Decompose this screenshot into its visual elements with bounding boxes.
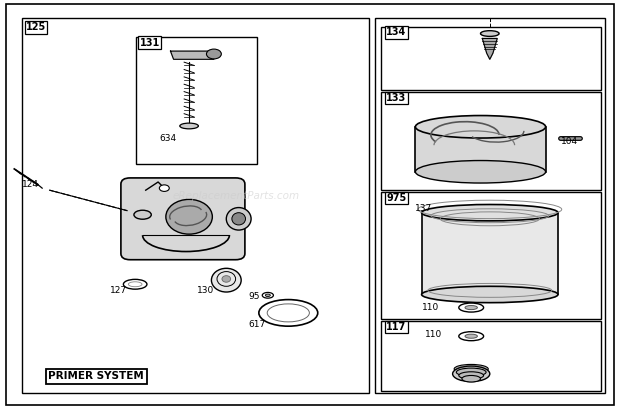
Ellipse shape <box>459 372 484 379</box>
Text: eReplacementParts.com: eReplacementParts.com <box>172 191 299 201</box>
Text: PRIMER SYSTEM: PRIMER SYSTEM <box>48 371 144 381</box>
Ellipse shape <box>422 204 558 221</box>
Text: 617: 617 <box>248 320 265 329</box>
Ellipse shape <box>462 375 480 382</box>
Text: 975: 975 <box>386 193 407 203</box>
Ellipse shape <box>480 31 499 36</box>
Ellipse shape <box>415 161 546 183</box>
Ellipse shape <box>211 268 241 292</box>
Text: 124: 124 <box>22 180 38 189</box>
Ellipse shape <box>459 303 484 312</box>
Text: 131: 131 <box>140 38 160 47</box>
Ellipse shape <box>465 334 477 338</box>
Text: 133: 133 <box>386 93 407 103</box>
Polygon shape <box>170 51 214 59</box>
Ellipse shape <box>459 332 484 341</box>
Circle shape <box>206 49 221 59</box>
Ellipse shape <box>265 294 270 297</box>
Bar <box>22 18 369 393</box>
Ellipse shape <box>180 123 198 129</box>
Ellipse shape <box>134 210 151 219</box>
Circle shape <box>159 185 169 191</box>
Text: 634: 634 <box>159 134 177 143</box>
Ellipse shape <box>422 286 558 303</box>
Text: 134: 134 <box>386 27 407 37</box>
Ellipse shape <box>267 304 309 322</box>
Text: 110: 110 <box>425 330 442 339</box>
Bar <box>381 321 601 391</box>
Text: 130: 130 <box>197 286 215 295</box>
Polygon shape <box>482 38 497 59</box>
Bar <box>415 127 546 172</box>
Text: 137: 137 <box>415 204 433 213</box>
Text: 104: 104 <box>561 137 578 146</box>
Bar <box>136 37 257 164</box>
Ellipse shape <box>166 199 212 234</box>
Bar <box>381 192 601 319</box>
Ellipse shape <box>123 279 147 289</box>
Text: 127: 127 <box>110 286 128 295</box>
Text: 125: 125 <box>26 22 46 32</box>
Text: 95: 95 <box>248 292 260 301</box>
Ellipse shape <box>465 306 477 310</box>
Ellipse shape <box>128 282 142 287</box>
Bar <box>375 18 604 393</box>
Text: 117: 117 <box>386 322 407 332</box>
Ellipse shape <box>259 299 317 326</box>
Ellipse shape <box>454 364 489 373</box>
Bar <box>422 213 558 294</box>
Ellipse shape <box>226 208 251 230</box>
Ellipse shape <box>456 368 486 376</box>
Bar <box>381 27 601 90</box>
Ellipse shape <box>222 276 231 282</box>
Ellipse shape <box>232 213 246 225</box>
Ellipse shape <box>415 116 546 138</box>
FancyBboxPatch shape <box>121 178 245 260</box>
Bar <box>381 92 601 190</box>
Text: 110: 110 <box>422 303 439 312</box>
Ellipse shape <box>262 292 273 298</box>
Ellipse shape <box>453 366 490 382</box>
